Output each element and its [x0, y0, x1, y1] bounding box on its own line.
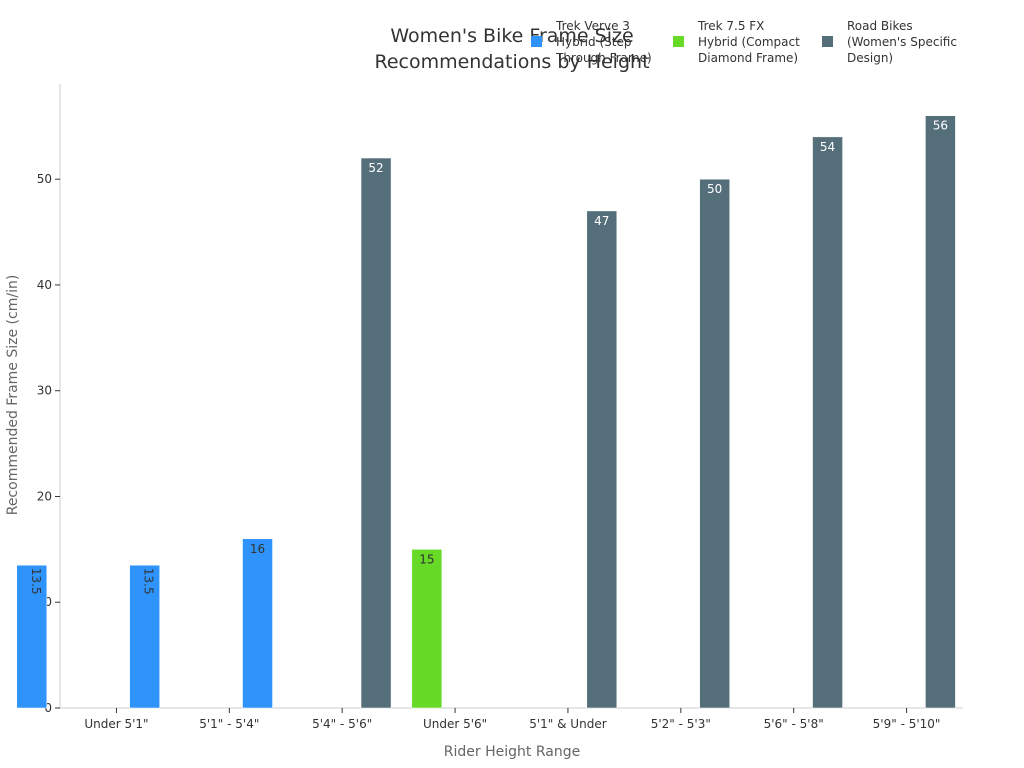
data-label: 47	[594, 214, 609, 228]
legend-swatch	[531, 36, 542, 47]
legend-label: Trek 7.5 FX	[697, 19, 764, 33]
legend-label: Design)	[847, 51, 893, 65]
y-axis-title: Recommended Frame Size (cm/in)	[5, 275, 21, 516]
data-label: 16	[250, 542, 265, 556]
legend-item[interactable]: Trek Verve 3 Hybrid (Step Through Frame)	[531, 19, 652, 65]
bar[interactable]	[925, 115, 956, 709]
legend-label: Road Bikes	[847, 19, 913, 33]
x-axis-title: Rider Height Range	[444, 744, 580, 760]
data-label: 56	[933, 119, 948, 133]
y-tick-label: 20	[37, 489, 52, 503]
chart-title: Women's Bike Frame Size Recommendations …	[374, 25, 649, 73]
bar[interactable]	[699, 178, 730, 709]
y-tick-label: 40	[37, 278, 52, 292]
data-label: 13.5	[29, 568, 43, 595]
x-tick-label: 5'6" - 5'8"	[764, 717, 824, 731]
y-tick-label: 50	[37, 172, 52, 186]
chart-title-line-2: Recommendations by Height	[374, 51, 649, 73]
legend-label: Hybrid (Compact	[698, 35, 800, 49]
x-tick-label: 5'4" - 5'6"	[312, 717, 372, 731]
data-label: 13.5	[142, 568, 156, 595]
y-tick-label: 30	[37, 384, 52, 398]
bar[interactable]	[360, 157, 392, 709]
bar[interactable]	[242, 538, 273, 709]
legend-swatch	[822, 36, 833, 47]
legend-label: Diamond Frame)	[698, 51, 798, 65]
bar[interactable]	[411, 549, 443, 709]
data-label: 54	[820, 140, 835, 154]
x-tick-label: Under 5'1"	[84, 717, 148, 731]
x-tick-label: Under 5'6"	[423, 717, 487, 731]
data-label: 50	[707, 182, 722, 196]
legend-item[interactable]: Road Bikes (Women's Specific Design)	[822, 19, 957, 65]
bar[interactable]	[16, 564, 48, 709]
legend-item[interactable]: Trek 7.5 FX Hybrid (Compact Diamond Frame)	[673, 19, 800, 65]
x-tick-label: 5'2" - 5'3"	[651, 717, 711, 731]
y-tick-label: 0	[44, 701, 52, 715]
data-label: 15	[419, 552, 434, 566]
legend-label: Through Frame)	[555, 51, 652, 65]
legend-swatch	[673, 36, 684, 47]
x-tick-label: 5'1" & Under	[529, 717, 606, 731]
bar-labels: 13.5 13.5 16 15 52 47 50 54 56	[29, 119, 948, 595]
chart-title-line-1: Women's Bike Frame Size	[390, 25, 633, 47]
data-label: 52	[368, 161, 383, 175]
legend-label: Hybrid (Step	[556, 35, 631, 49]
bar[interactable]	[586, 210, 618, 709]
bar[interactable]	[812, 136, 843, 709]
axes: 01020304050Under 5'1"5'1" - 5'4"5'4" - 5…	[37, 84, 963, 731]
legend-label: (Women's Specific	[847, 35, 957, 49]
x-tick-label: 5'1" - 5'4"	[199, 717, 259, 731]
bars	[16, 115, 956, 709]
legend-label: Trek Verve 3	[555, 19, 630, 33]
bar[interactable]	[129, 564, 160, 709]
x-tick-label: 5'9" - 5'10"	[873, 717, 941, 731]
